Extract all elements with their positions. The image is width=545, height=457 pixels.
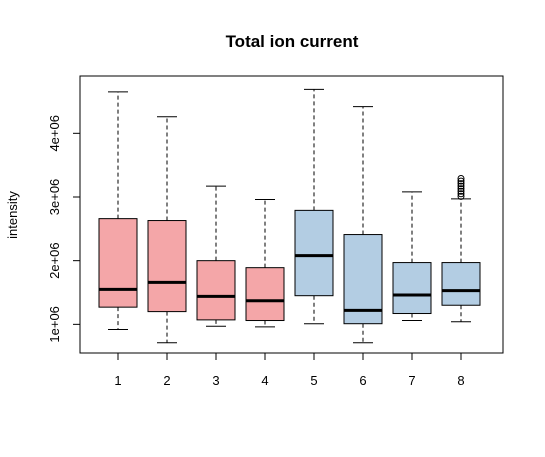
box-1 bbox=[98, 91, 138, 330]
x-tick-label: 6 bbox=[359, 373, 366, 388]
iqr-box bbox=[245, 267, 285, 322]
outlier-point bbox=[457, 187, 465, 195]
y-tick-label: 2e+06 bbox=[47, 242, 62, 279]
iqr-box bbox=[98, 218, 138, 308]
iqr-box bbox=[294, 209, 334, 297]
outlier-point bbox=[457, 180, 465, 188]
outlier-point bbox=[457, 182, 465, 190]
x-tick-label: 2 bbox=[163, 373, 170, 388]
iqr-box bbox=[147, 220, 187, 313]
iqr-box bbox=[392, 262, 432, 315]
outlier-point bbox=[457, 185, 465, 193]
box-3 bbox=[196, 185, 236, 327]
x-tick-label: 1 bbox=[114, 373, 121, 388]
x-tick-label: 4 bbox=[261, 373, 268, 388]
outlier-point bbox=[457, 190, 465, 198]
y-tick-label: 1e+06 bbox=[47, 306, 62, 343]
iqr-box bbox=[441, 262, 481, 306]
box-6 bbox=[343, 106, 383, 344]
box-2 bbox=[147, 116, 187, 344]
x-tick-label: 5 bbox=[310, 373, 317, 388]
chart-title: Total ion current bbox=[226, 32, 359, 51]
box-7 bbox=[392, 191, 432, 322]
x-axis: 1 2 3 4 5 6 7 8 bbox=[114, 352, 465, 388]
box-4 bbox=[245, 199, 285, 328]
y-axis: 1e+06 2e+06 3e+06 4e+06 bbox=[47, 115, 81, 343]
y-tick-label: 3e+06 bbox=[47, 179, 62, 216]
x-tick-label: 8 bbox=[457, 373, 464, 388]
y-axis-label: intensity bbox=[5, 191, 20, 239]
box-8 bbox=[441, 175, 481, 323]
x-tick-label: 3 bbox=[212, 373, 219, 388]
iqr-box bbox=[196, 260, 236, 321]
box-5 bbox=[294, 88, 334, 325]
box-series bbox=[98, 88, 481, 344]
x-tick-label: 7 bbox=[408, 373, 415, 388]
outlier-point bbox=[457, 175, 465, 183]
outlier-point bbox=[457, 192, 465, 200]
y-tick-label: 4e+06 bbox=[47, 115, 62, 152]
outlier-point bbox=[457, 177, 465, 185]
